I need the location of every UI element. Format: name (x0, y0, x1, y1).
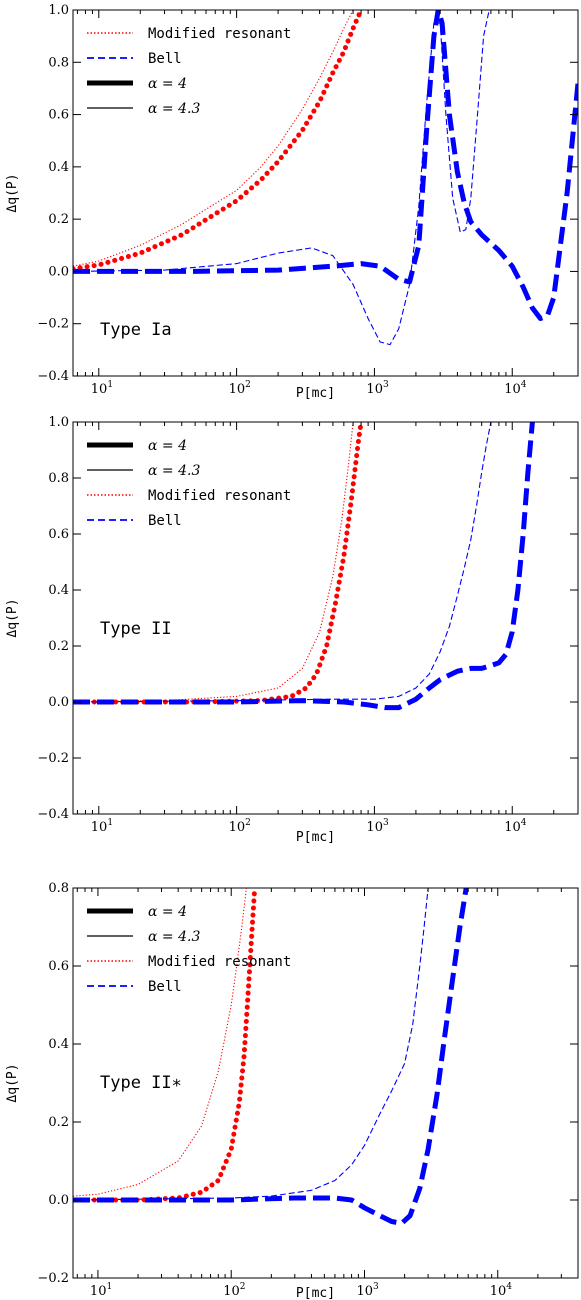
panel-annotation: Type II∗ (100, 1073, 182, 1093)
legend-label: Bell (148, 979, 182, 995)
y-tick-label: 0.0 (48, 695, 69, 710)
x-tick-label: 102 (223, 1282, 245, 1299)
y-tick-label: 0.6 (48, 527, 69, 542)
x-tick-label: 104 (490, 1282, 513, 1299)
panel-3: 101 102 103 104 −0.2 0.0 0.2 0.4 0.6 0.8 P[mc] Δq(P… (5, 881, 579, 1300)
y-tick-label: 0.4 (48, 160, 69, 175)
series-modified-resonant-alpha-4_3 (73, 422, 354, 703)
panel-annotation: Type II (100, 619, 172, 639)
x-tick-label: 101 (90, 1282, 112, 1299)
y-tick-label: 1.0 (48, 415, 69, 430)
y-tick-label: 0.2 (48, 1115, 69, 1130)
y-axis-label: Δq(P) (5, 1063, 20, 1102)
y-tick-label: 0.0 (48, 264, 69, 279)
legend: α = 4 α = 4.3 Modified resonant Bell (87, 438, 291, 529)
legend-label: Bell (148, 51, 182, 67)
x-tick-label: 102 (229, 380, 251, 397)
legend-label: α = 4.3 (148, 463, 200, 479)
x-tick-label: 101 (91, 818, 113, 835)
plot-frame (72, 9, 579, 377)
x-tick-label: 104 (504, 818, 527, 835)
series-modified-resonant-alpha-4_3 (73, 10, 354, 267)
x-tick-label: 103 (356, 1282, 379, 1299)
series-bell-alpha-4 (73, 422, 535, 711)
legend-label: Modified resonant (148, 954, 291, 970)
panel-1: 101 102 103 104 −0.4 −0.2 0.0 0.2 0.4 0.6 0.8 1.0 P[… (5, 3, 579, 401)
legend-label: α = 4 (148, 438, 187, 454)
y-tick-label: −0.4 (37, 807, 69, 822)
y-tick-label: 0.2 (48, 212, 69, 227)
legend-label: Modified resonant (148, 26, 291, 42)
y-tick-label: −0.2 (37, 1271, 69, 1286)
legend-label: Modified resonant (148, 488, 291, 504)
series-bell-alpha-4 (73, 10, 578, 321)
legend-label: α = 4.3 (148, 929, 200, 945)
x-tick-label: 102 (229, 818, 251, 835)
legend: α = 4 α = 4.3 Modified resonant Bell (87, 904, 291, 995)
legend-label: Bell (148, 513, 182, 529)
x-tick-label: 101 (91, 380, 113, 397)
series-modified-resonant-alpha-4_3 (73, 888, 247, 1197)
legend: Modified resonant Bell α = 4 α = 4.3 (87, 26, 291, 117)
y-tick-label: 0.8 (48, 471, 69, 486)
x-axis-label: P[mc] (296, 830, 335, 845)
y-tick-label: −0.2 (37, 751, 69, 766)
y-tick-label: 0.0 (48, 1193, 69, 1208)
y-axis-label: Δq(P) (5, 598, 20, 637)
panel-2: 101 102 103 104 −0.4 −0.2 0.0 0.2 0.4 0.6 0.8 1.0 P[… (5, 415, 579, 845)
y-tick-label: 0.8 (48, 55, 69, 70)
legend-label: α = 4 (148, 904, 187, 920)
y-tick-label: 0.2 (48, 639, 69, 654)
y-tick-label: −0.2 (37, 317, 69, 332)
panel-annotation: Type Ia (100, 320, 172, 340)
plot-frame (72, 421, 579, 815)
y-tick-label: 0.8 (48, 881, 69, 896)
y-axis-label: Δq(P) (5, 173, 20, 212)
y-tick-label: 1.0 (48, 3, 69, 18)
y-tick-label: 0.6 (48, 959, 69, 974)
series-bell-alpha-4_3 (73, 10, 490, 346)
series-group (73, 888, 469, 1226)
x-tick-label: 103 (366, 380, 389, 397)
y-tick-label: 0.6 (48, 108, 69, 123)
plot-frame (72, 887, 579, 1279)
series-bell-alpha-4 (73, 888, 469, 1226)
series-group (73, 422, 535, 711)
series-modified-resonant-alpha-4 (73, 10, 364, 272)
x-axis-label: P[mc] (296, 386, 335, 401)
series-bell-alpha-4_3 (73, 422, 492, 703)
x-tick-label: 104 (504, 380, 527, 397)
y-tick-label: 0.4 (48, 583, 69, 598)
x-tick-label: 103 (366, 818, 389, 835)
legend-label: α = 4.3 (148, 101, 200, 117)
series-group (73, 10, 578, 346)
y-tick-label: −0.4 (37, 369, 69, 384)
y-tick-label: 0.4 (48, 1037, 69, 1052)
series-modified-resonant-alpha-4 (73, 422, 364, 705)
x-axis-label: P[mc] (296, 1286, 335, 1300)
series-bell-alpha-4_3 (73, 888, 429, 1201)
legend-label: α = 4 (148, 76, 187, 92)
